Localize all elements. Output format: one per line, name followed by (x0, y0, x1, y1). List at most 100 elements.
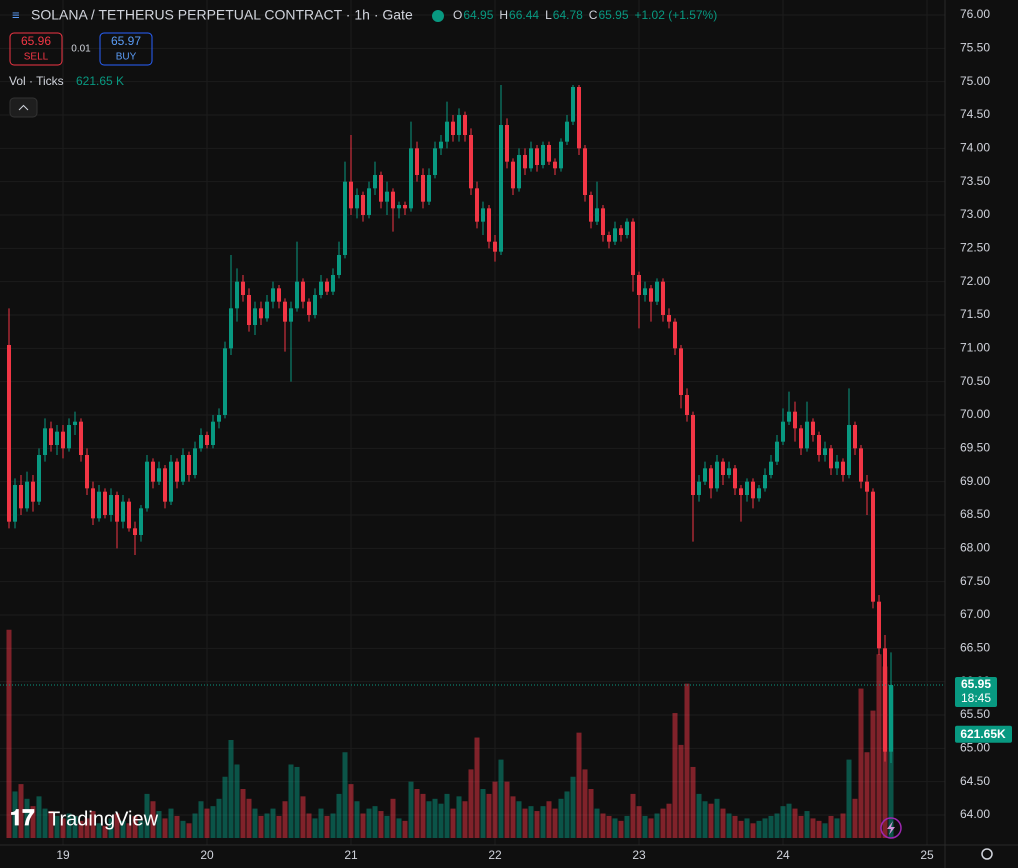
sell-button[interactable] (9, 32, 63, 66)
buy-button[interactable] (99, 32, 153, 66)
volume-bar (612, 818, 618, 838)
candle-body (13, 485, 17, 522)
spread: 0.01 (71, 44, 91, 55)
volume-bar (750, 823, 756, 838)
candle-body (763, 475, 767, 489)
candle-body (505, 125, 509, 162)
candle-body (331, 275, 335, 292)
candle-body (97, 491, 101, 519)
settings-icon[interactable] (981, 848, 993, 860)
y-tick-label: 75.50 (960, 41, 990, 55)
candle-body (523, 155, 527, 169)
candle-body (349, 181, 353, 209)
candle-body (49, 428, 53, 445)
volume-bar (162, 818, 168, 838)
candle-body (37, 455, 41, 502)
buy-label[interactable]: BUY (116, 52, 137, 63)
volume-bar (408, 781, 414, 838)
volume-bar (30, 806, 36, 838)
volume-bar (390, 798, 396, 838)
candle-body (79, 421, 83, 455)
volume-bar (36, 796, 42, 838)
volume-bar (132, 815, 138, 838)
candle-body (565, 121, 569, 142)
candle-body (787, 411, 791, 422)
volume-bar (780, 806, 786, 838)
sell-price[interactable]: 65.96 (21, 34, 51, 48)
volume-bar (282, 801, 288, 838)
volume-bar (18, 784, 24, 838)
y-tick-label: 64.50 (960, 774, 990, 788)
volume-bar (840, 813, 846, 838)
candle-body (43, 428, 47, 455)
lightning-button[interactable] (880, 817, 902, 839)
candle-body (637, 275, 641, 295)
candle-body (727, 468, 731, 475)
candle-body (205, 435, 209, 445)
candle-body (889, 685, 893, 752)
candle-body (883, 648, 887, 752)
candle-body (643, 288, 647, 295)
volume-bar (150, 801, 156, 838)
volume-bar (72, 815, 78, 838)
volume-bar (252, 808, 258, 838)
candle-body (337, 255, 341, 275)
candle-body (655, 281, 659, 302)
volume-bar (846, 759, 852, 838)
candle-body (25, 481, 29, 509)
collapse-button[interactable] (9, 97, 38, 118)
volume-bar (312, 818, 318, 838)
volume-bar (564, 791, 570, 838)
candle-body (355, 195, 359, 209)
volume-bar (42, 808, 48, 838)
volume-bar (666, 803, 672, 838)
y-tick-label: 75.00 (960, 74, 990, 88)
volume-tag-value: 621.65K (960, 727, 1006, 741)
volume-bar (12, 791, 18, 838)
candle-body (709, 468, 713, 489)
candle-body (631, 221, 635, 275)
collapse-icon[interactable] (18, 104, 29, 111)
volume-bar (594, 808, 600, 838)
candle-body (751, 481, 755, 499)
volume-bar (570, 776, 576, 838)
volume-title: Vol · Ticks (9, 74, 64, 88)
candle-body (181, 455, 185, 482)
volume-bar (864, 752, 870, 838)
candle-body (397, 205, 401, 209)
candle-body (841, 461, 845, 475)
candle-body (121, 501, 125, 522)
candle-body (109, 495, 113, 515)
volume-bar (216, 798, 222, 838)
brand: 𝟏𝟕 TradingView (10, 805, 159, 830)
sell-label[interactable]: SELL (24, 52, 49, 63)
candle-body (499, 125, 503, 252)
candle-body (235, 281, 239, 309)
symbol-title: SOLANA / TETHERUS PERPETUAL CONTRACT · 1… (31, 7, 413, 23)
candle-body (481, 208, 485, 222)
lightning-icon[interactable] (887, 821, 895, 835)
volume-bar (690, 766, 696, 838)
candle-body (433, 148, 437, 175)
volume-bar (366, 808, 372, 838)
menu-icon[interactable]: ≡ (12, 7, 20, 22)
candle-body (757, 488, 761, 499)
volume-bar (648, 818, 654, 838)
volume-bar (534, 811, 540, 838)
candle-body (559, 141, 563, 169)
candle-body (619, 228, 623, 235)
candle-body (157, 468, 161, 482)
y-tick-label: 66.50 (960, 641, 990, 655)
volume-bar (144, 793, 150, 838)
volume-bar (330, 813, 336, 838)
volume-bar (792, 808, 798, 838)
candle-body (61, 431, 65, 449)
header: ≡ SOLANA / TETHERUS PERPETUAL CONTRACT ·… (9, 7, 717, 118)
buy-price[interactable]: 65.97 (111, 34, 141, 48)
x-tick-label: 21 (344, 848, 358, 862)
volume-bar (168, 808, 174, 838)
y-tick-label: 64.00 (960, 807, 990, 821)
volume-bar (870, 710, 876, 838)
volume-bar (354, 801, 360, 838)
candle-body (601, 208, 605, 235)
